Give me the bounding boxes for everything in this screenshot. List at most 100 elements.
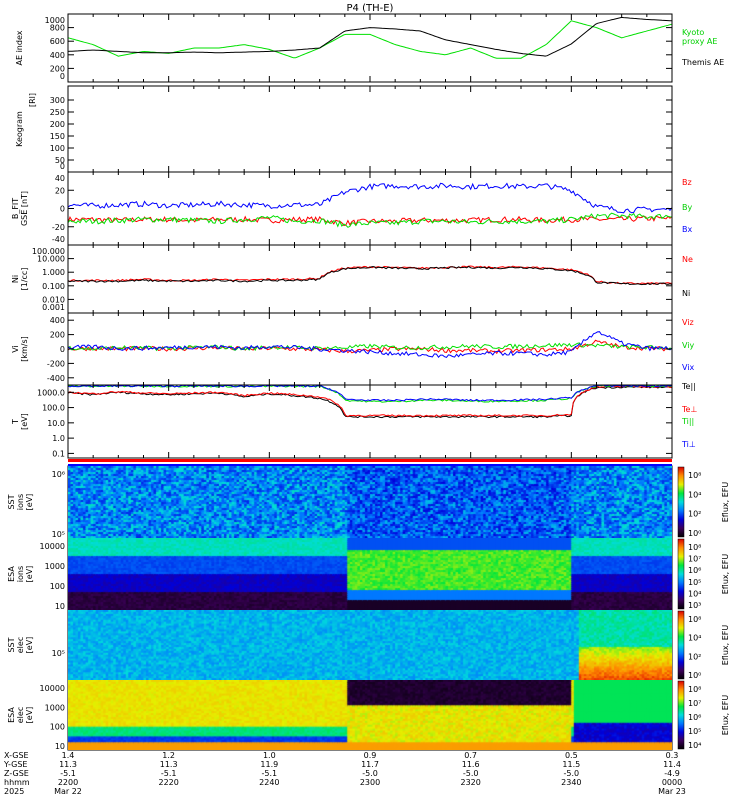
x-tick-label-z: -5.1 <box>161 769 177 778</box>
b-ytick-label: 0 <box>60 205 65 214</box>
x-tick-label-y: 11.3 <box>59 760 77 769</box>
colorbar-tick-label: 10⁵ <box>688 578 701 587</box>
n-ytick-label: 0.100 <box>42 282 65 291</box>
t-ytick-label: 0.1 <box>52 449 65 458</box>
colorbar-tick-label: 10⁰ <box>688 671 701 680</box>
colorbar-gradient <box>677 538 685 610</box>
b-axis-label: GSE [nT] <box>20 191 29 226</box>
x-tick-label-date: Mar 23 <box>658 787 686 796</box>
v-axis-label: Vi <box>11 345 20 353</box>
sst_ion-ylabel: SST ions [eV] <box>7 494 34 511</box>
keogram-ytick-label: 250 <box>50 108 65 117</box>
x-tick-label-hhmm: 0000 <box>662 778 682 787</box>
x-tick-label-hhmm: 2220 <box>158 778 178 787</box>
x-axis-row-label: Z-GSE <box>4 769 29 778</box>
x-tick-label-x: 0.5 <box>565 751 578 760</box>
esa_elec-ytick-label: 1000 <box>45 703 65 712</box>
sst_ion-axis-label: ions <box>16 494 25 510</box>
colorbar-label: Eflux, EFU <box>721 482 730 523</box>
esa_ion-colorbar: 10⁸ 10⁷ 10⁶ 10⁵ 10⁴ 10³ Eflux, EFU <box>677 538 730 610</box>
sst_elec-ytick-label: 10⁵ <box>52 649 65 658</box>
t-panel-frame <box>67 384 673 459</box>
keogram-axis-label: Keogram <box>15 111 24 147</box>
colorbar-tick-label: 10⁷ <box>688 699 701 708</box>
ae-ytick-label: 1000 <box>45 16 65 25</box>
colorbar-label: Eflux, EFU <box>721 695 730 736</box>
colorbar-tick-label: 10⁰ <box>688 529 701 538</box>
colorbar-tick-label: 10⁴ <box>688 741 701 750</box>
sst_elec-axis-label: [eV] <box>25 637 34 654</box>
x-tick-label-z: -5.0 <box>463 769 479 778</box>
esa_ion-ytick-label: 10 <box>55 602 65 611</box>
ae-series-kyoto-proxy-ae <box>67 20 673 59</box>
x-tick-label-x: 0.9 <box>364 751 377 760</box>
sst_ion-colorbar: 10⁸ 10⁴ 10² 10⁰ Eflux, EFU <box>677 466 730 538</box>
esa_ion-ytick-label: 1000 <box>45 562 65 571</box>
colorbar-gradient <box>677 610 685 680</box>
x-tick-label-y: 11.5 <box>562 760 580 769</box>
keogram-ytick-label: 0 <box>60 162 65 171</box>
x-tick-label-y: 11.6 <box>462 760 480 769</box>
colorbar-label: Eflux, EFU <box>721 554 730 595</box>
esa_ion-axis-label: ESA <box>7 566 16 582</box>
n-ytick-label: 0.001 <box>42 303 65 312</box>
v-ytick-label: 0 <box>60 345 65 354</box>
x-tick-label-hhmm: 2320 <box>460 778 480 787</box>
b-axis-label: B_FIT <box>11 198 20 219</box>
esa_ion-ytick-label: 100 <box>50 582 65 591</box>
n-ytick-label: 100.000 <box>32 247 65 256</box>
keogram-ytick-label: 300 <box>50 96 65 105</box>
ae-legend-kyoto-proxy-ae: Kyoto <box>682 28 704 37</box>
b-ytick-label: 20 <box>55 186 65 195</box>
x-axis-row-label: 2025 <box>4 787 24 796</box>
x-tick-label-z: -4.9 <box>664 769 680 778</box>
v-ytick-label: 200 <box>50 331 65 340</box>
esa_elec-ytick-label: 10 <box>55 742 65 751</box>
t-series-te- <box>67 385 673 417</box>
n-axis-label: [1/cc] <box>20 268 29 291</box>
colorbar-tick-label: 10² <box>688 652 701 661</box>
ae-axis-label: AE index <box>15 30 24 65</box>
colorbar-tick-label: 10⁸ <box>688 543 701 552</box>
x-tick-label-x: 1.0 <box>263 751 276 760</box>
ae-ytick-label: 800 <box>50 24 65 33</box>
esa_elec-spectrogram <box>68 680 672 750</box>
x-tick-label-hhmm: 2240 <box>259 778 279 787</box>
ae-series-themis-ae <box>67 16 673 57</box>
ae-ytick-label: 200 <box>50 64 65 73</box>
x-tick-label-date: Mar 22 <box>54 787 82 796</box>
sst_ion-spectrogram <box>68 466 672 538</box>
t-axis-label: T <box>11 419 20 425</box>
n-ytick-label: 10.000 <box>37 255 65 264</box>
sst_ion-axis-label: SST <box>7 494 16 509</box>
colorbar-tick-label: 10⁸ <box>688 471 701 480</box>
status-bar-white <box>68 462 672 464</box>
colorbar-tick-label: 10² <box>688 510 701 519</box>
n-axis-label: Ni <box>11 275 20 283</box>
x-tick-label-x: 0.7 <box>464 751 477 760</box>
n-legend-ni: Ni <box>682 289 690 298</box>
sst_elec-spectrogram <box>68 610 672 680</box>
colorbar-tick-label: 10⁴ <box>688 634 701 643</box>
ae-panel-frame <box>67 13 673 83</box>
x-tick-label-hhmm: 2300 <box>360 778 380 787</box>
colorbar-tick-label: 10⁴ <box>688 589 701 598</box>
esa_elec-axis-label: ESA <box>7 707 16 723</box>
colorbar-tick-label: 10⁵ <box>688 727 701 736</box>
v-axis-label: [km/s] <box>20 336 29 362</box>
t-legend-ti-: Ti|| <box>681 417 694 426</box>
sst_ion-ytick-label: 10⁶ <box>52 470 65 479</box>
colorbar-tick-label: 10⁶ <box>688 713 701 722</box>
colorbar-tick-label: 10⁷ <box>688 555 701 564</box>
b-ytick-label: -20 <box>52 223 65 232</box>
t-legend-te-: Te|| <box>681 382 696 391</box>
ae-legend-kyoto-proxy-ae: proxy AE <box>682 37 717 46</box>
esa_elec-ytick-label: 100 <box>50 723 65 732</box>
esa_elec-ytick-label: 10000 <box>40 684 65 693</box>
x-tick-label-y: 11.3 <box>160 760 178 769</box>
status-bar-red <box>68 459 672 462</box>
b-legend-by: By <box>682 203 692 212</box>
ae-ylabel: AE index <box>15 30 24 65</box>
status-bar-blue <box>68 464 672 466</box>
x-tick-label-y: 11.7 <box>361 760 379 769</box>
